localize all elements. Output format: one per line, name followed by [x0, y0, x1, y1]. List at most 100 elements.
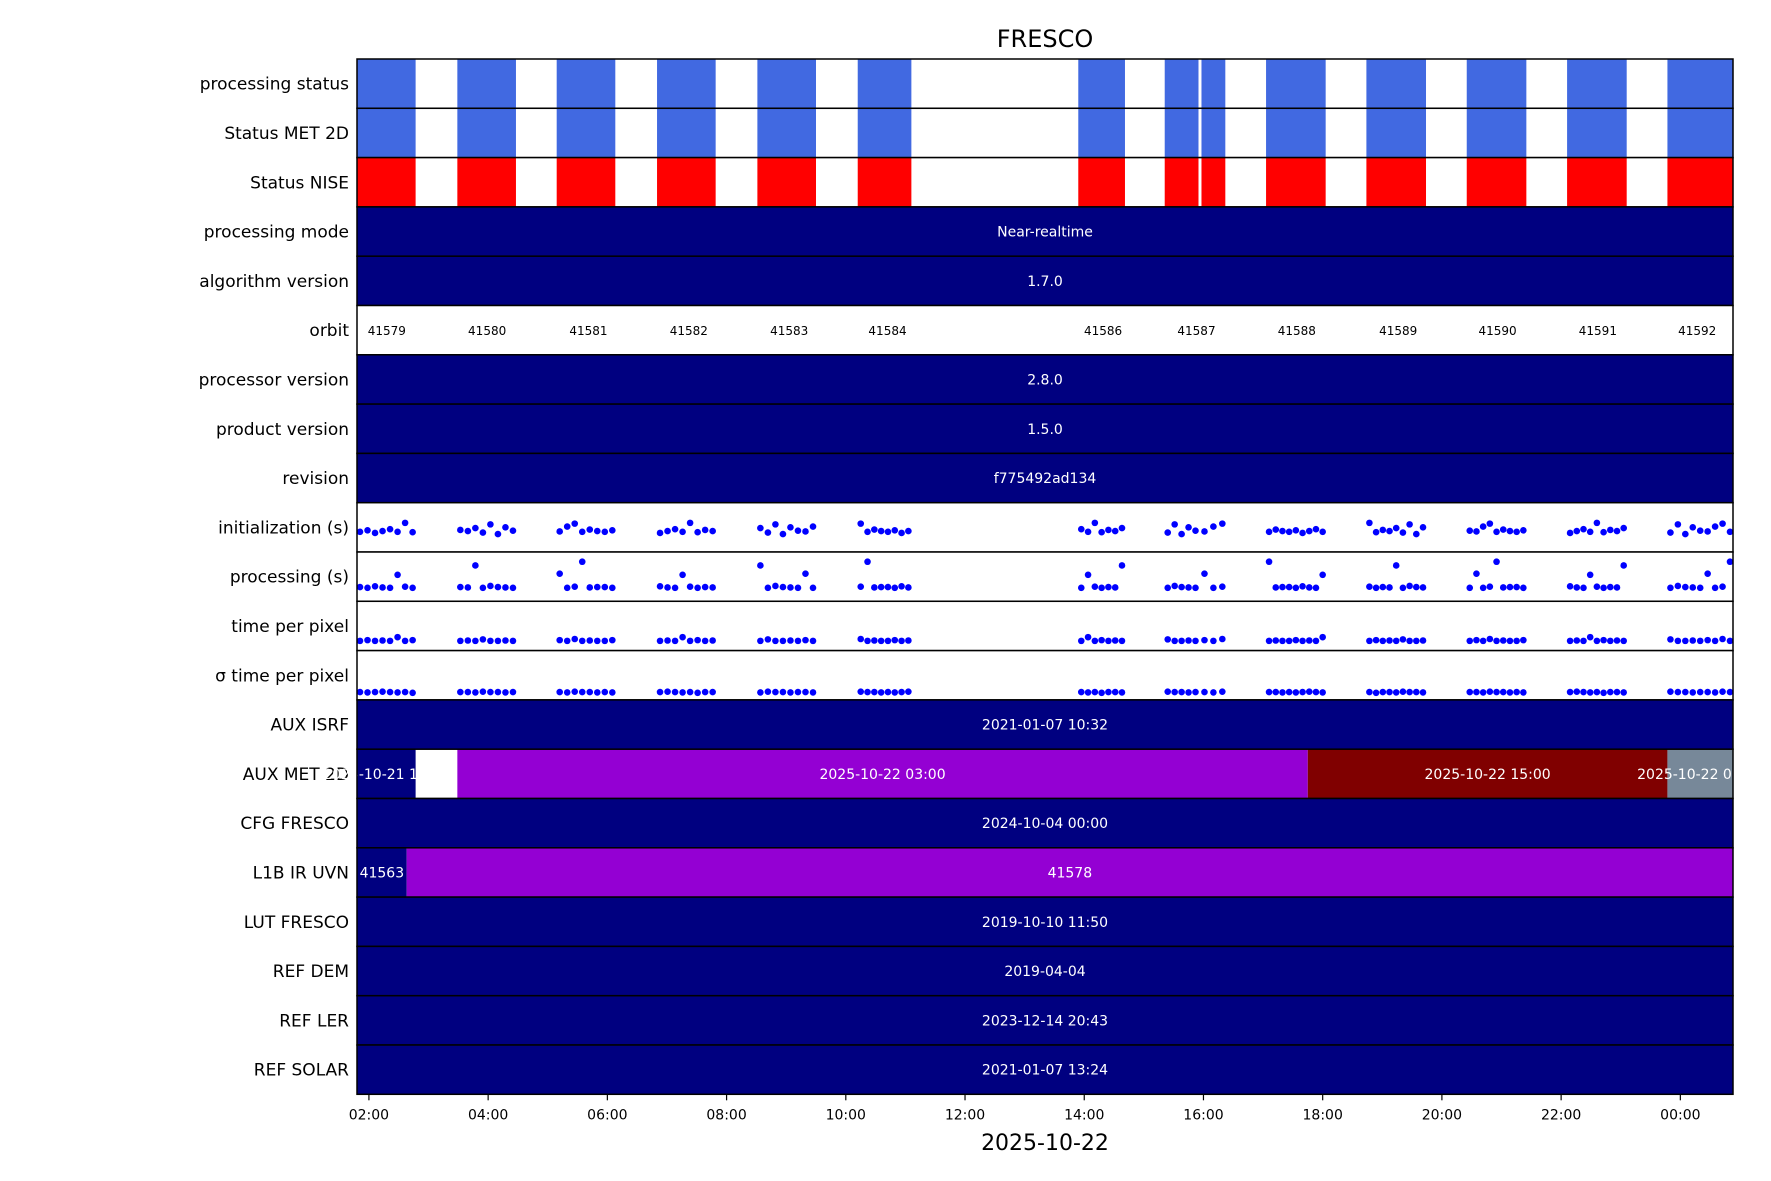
data-point — [1265, 688, 1273, 696]
orbit-number: 41586 — [1084, 324, 1122, 338]
data-point — [1386, 527, 1393, 535]
data-point — [802, 688, 809, 696]
data-point — [1704, 636, 1711, 644]
data-point — [1580, 637, 1587, 645]
segment-bar — [1667, 749, 1733, 799]
data-point — [509, 637, 517, 645]
data-point — [1279, 527, 1286, 535]
data-point — [1265, 558, 1273, 566]
data-point — [556, 570, 563, 577]
x-tick-label: 10:00 — [826, 1107, 866, 1123]
data-point — [1192, 584, 1199, 592]
data-point — [1098, 636, 1105, 644]
data-point — [679, 528, 686, 536]
row-label: LUT FRESCO — [244, 913, 349, 933]
status-block — [857, 59, 912, 109]
row-ref-ler: REF LER 2023-12-14 20:43 — [279, 994, 1734, 1046]
data-point — [1164, 688, 1172, 695]
row-label: initialization (s) — [218, 518, 349, 538]
data-point — [1473, 570, 1480, 577]
data-point — [709, 584, 716, 591]
data-point — [1682, 530, 1689, 538]
data-point — [394, 689, 401, 696]
data-point — [609, 527, 616, 534]
x-tick-label: 06:00 — [587, 1107, 627, 1123]
data-point — [1379, 637, 1387, 645]
data-point — [1366, 688, 1373, 696]
data-point — [1185, 524, 1192, 531]
data-point — [884, 688, 892, 696]
data-point — [586, 637, 594, 644]
data-point — [1479, 584, 1487, 592]
segment-bar — [357, 946, 1733, 996]
data-point — [464, 527, 472, 535]
data-point — [1201, 636, 1208, 644]
data-point — [394, 571, 401, 579]
status-block — [357, 59, 416, 109]
data-point — [1210, 523, 1217, 530]
data-point — [1566, 688, 1574, 696]
data-point — [1613, 527, 1621, 535]
status-block — [1366, 157, 1427, 207]
data-point — [1098, 584, 1105, 592]
data-point — [1486, 583, 1494, 591]
data-point — [1201, 688, 1208, 696]
segment-label: 2025-10-22 03:00 — [1637, 767, 1763, 783]
x-tick-label: 00:00 — [1660, 1107, 1700, 1123]
data-point — [1299, 688, 1306, 696]
segment-bar — [357, 798, 1733, 848]
data-point — [877, 637, 885, 645]
data-point — [1580, 525, 1587, 533]
data-point — [571, 688, 579, 695]
segment-label: 2024-10-04 00:00 — [982, 816, 1108, 832]
data-point — [1192, 637, 1199, 645]
row-processing-s: processing (s) — [230, 551, 1734, 603]
row-border — [356, 1044, 1734, 1096]
data-point — [857, 688, 865, 695]
data-point — [1292, 689, 1300, 696]
data-point — [479, 529, 487, 536]
data-point — [1689, 584, 1697, 591]
data-point — [371, 583, 379, 590]
status-block — [556, 108, 616, 158]
data-point — [1084, 528, 1092, 536]
data-point — [671, 584, 679, 592]
data-point — [772, 637, 779, 645]
data-point — [1606, 637, 1614, 645]
data-point — [1272, 526, 1280, 533]
data-point — [1219, 520, 1226, 527]
data-point — [1386, 637, 1393, 644]
data-point — [1111, 527, 1119, 535]
row-label: Status NISE — [250, 173, 349, 193]
data-point — [1486, 688, 1494, 695]
data-point — [679, 689, 686, 696]
orbit-number: 41579 — [368, 324, 406, 338]
data-point — [1620, 562, 1627, 569]
data-point — [578, 528, 586, 536]
data-point — [556, 636, 563, 644]
data-point — [1719, 583, 1726, 591]
data-point — [1689, 637, 1697, 644]
row-processing-mode: processing mode Near-realtime — [204, 206, 1734, 257]
data-point — [1312, 584, 1320, 592]
data-point — [1098, 528, 1105, 536]
x-axis: 02:00 04:00 06:00 08:00 10:00 12:00 14:00 16:00… — [349, 1094, 1701, 1123]
data-point — [1696, 688, 1704, 696]
data-point — [794, 688, 802, 696]
segment-bar — [357, 354, 1733, 405]
data-point — [1726, 528, 1734, 536]
status-block — [1466, 108, 1527, 158]
data-point — [1265, 637, 1273, 645]
status-block — [1078, 108, 1125, 158]
row-processor-version: processor version 2.8.0 — [199, 354, 1734, 405]
data-point — [709, 637, 716, 644]
data-point — [401, 688, 409, 696]
data-point — [1279, 637, 1286, 645]
data-point — [1285, 637, 1293, 645]
data-point — [1210, 637, 1217, 645]
data-point — [563, 637, 571, 645]
data-point — [1185, 584, 1192, 591]
data-point — [1164, 584, 1172, 592]
data-point — [1210, 584, 1217, 592]
